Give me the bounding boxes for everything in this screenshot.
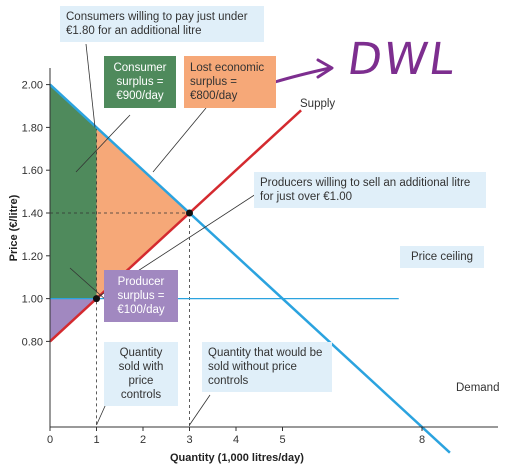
y-tick-label: 2.00 xyxy=(22,80,43,92)
lost-surplus-label: Lost economic surplus = €800/day xyxy=(184,56,276,108)
y-tick-label: 1.80 xyxy=(22,122,43,134)
qty-without-controls-pointer xyxy=(189,394,211,426)
y-tick-label: 0.80 xyxy=(22,336,43,348)
y-tick-label: 1.60 xyxy=(22,165,43,177)
ceiling-point xyxy=(93,295,100,303)
dwl-handwritten-label: DWL xyxy=(344,34,460,85)
consumer-surplus-label: Consumer surplus = €900/day xyxy=(104,56,176,108)
equilibrium-point xyxy=(186,209,193,217)
y-axis-title: Price (€/litre) xyxy=(8,194,20,262)
consumer-surplus-pointer xyxy=(75,114,131,173)
supply-line xyxy=(49,109,302,343)
demand-label: Demand xyxy=(456,382,500,394)
producer-surplus-label: Producer surplus = €100/day xyxy=(104,270,178,322)
x-tick-label: 0 xyxy=(47,434,53,446)
producer-surplus-pointer xyxy=(69,267,107,301)
y-tick-label: 1.20 xyxy=(22,251,43,263)
producers-willing-callout: Producers willing to sell an additional … xyxy=(254,172,486,208)
x-tick-label: 4 xyxy=(233,434,239,446)
supply-label: Supply xyxy=(300,98,336,110)
qty-with-controls-callout: Quantity sold with price controls xyxy=(104,342,178,406)
demand-line xyxy=(49,83,451,454)
x-tick-label: 8 xyxy=(419,434,425,446)
consumers-willing-pointer xyxy=(85,43,96,128)
y-tick-label: 1.00 xyxy=(22,294,43,306)
consumer-surplus-region xyxy=(50,84,97,299)
consumers-willing-callout: Consumers willing to pay just under €1.8… xyxy=(60,6,264,42)
x-tick-label: 3 xyxy=(186,434,192,446)
x-tick-label: 5 xyxy=(279,434,285,446)
dwl-arrow-icon xyxy=(273,58,334,84)
x-tick-label: 1 xyxy=(93,434,99,446)
qty-without-controls-callout: Quantity that would be sold without pric… xyxy=(202,342,332,392)
price-ceiling-label: Price ceiling xyxy=(400,246,484,268)
y-tick-label: 1.40 xyxy=(22,208,43,220)
lost-surplus-pointer xyxy=(152,107,207,173)
x-axis-title: Quantity (1,000 litres/day) xyxy=(170,452,304,464)
x-tick-label: 2 xyxy=(140,434,146,446)
